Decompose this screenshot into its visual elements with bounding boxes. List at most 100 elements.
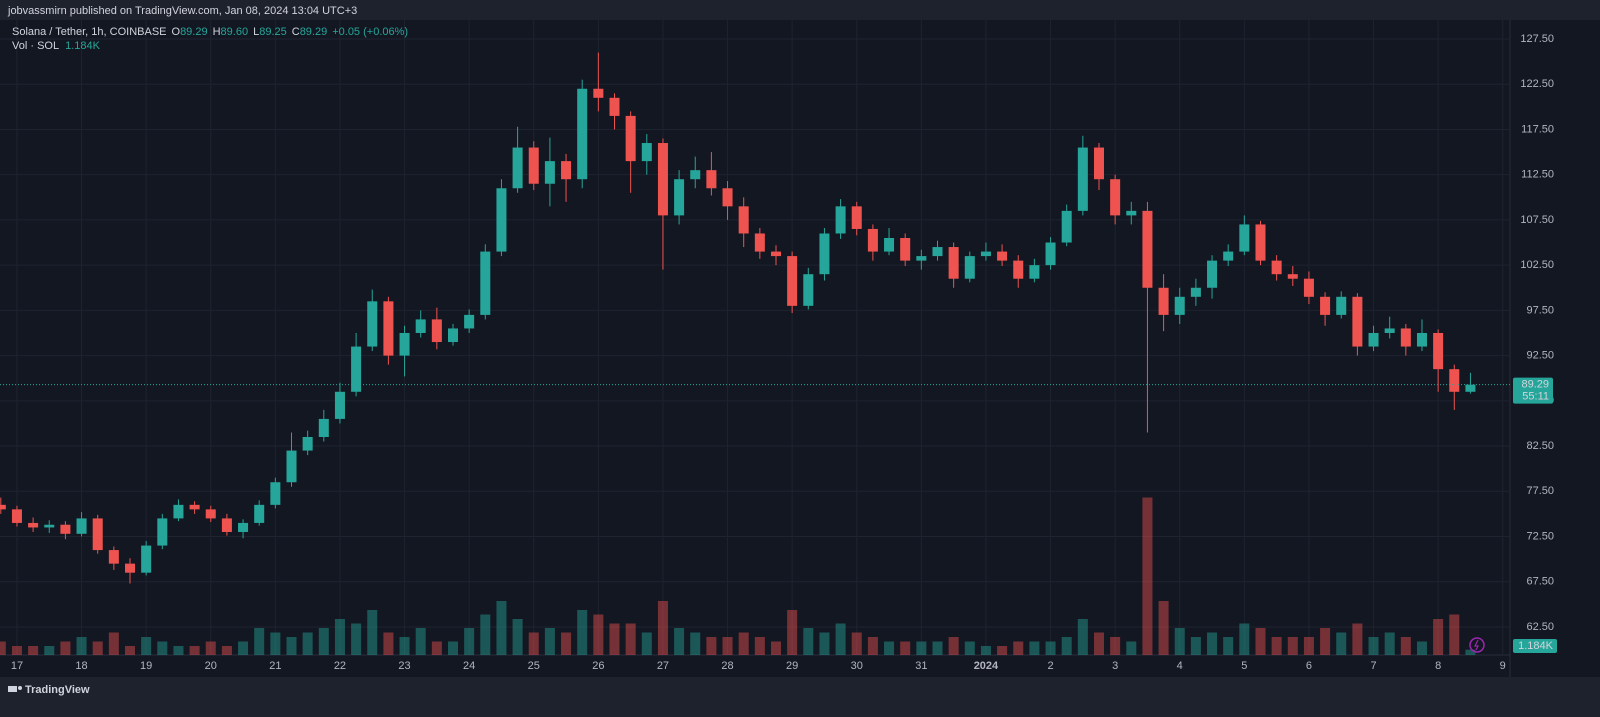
candle-body: [690, 170, 701, 180]
volume-bar: [1239, 623, 1250, 655]
candle-body: [0, 504, 6, 510]
volume-bar: [383, 632, 394, 655]
candle-body: [916, 256, 927, 261]
x-tick-label: 7: [1370, 660, 1376, 672]
volume-bar: [1352, 623, 1363, 655]
countdown-label: 55:11: [1522, 391, 1549, 403]
x-tick-label: 8: [1435, 660, 1441, 672]
volume-bar: [1223, 637, 1234, 655]
volume-bar: [367, 610, 378, 655]
volume-bar: [1416, 641, 1427, 655]
volume-bar: [722, 637, 733, 655]
volume-bar: [1093, 632, 1104, 655]
brand-name: TradingView: [25, 684, 90, 696]
candle-body: [1223, 251, 1234, 261]
publisher-line: jobvassmirn published on TradingView.com…: [7, 5, 357, 17]
candle-body: [447, 328, 459, 343]
candle-body: [1110, 179, 1121, 216]
volume-bar: [1207, 632, 1218, 655]
candle-body: [334, 391, 345, 419]
x-tick-label: 27: [657, 660, 669, 672]
candle-body: [528, 147, 539, 184]
volume-bar: [124, 646, 136, 655]
candle-body: [1384, 328, 1395, 333]
candle-body: [1029, 265, 1040, 279]
x-tick-label: 28: [721, 660, 733, 672]
candle-body: [221, 518, 232, 532]
ohlc-key: O: [172, 26, 181, 38]
volume-bar: [1368, 637, 1379, 655]
volume-bar: [399, 637, 410, 655]
volume-bar: [706, 637, 717, 655]
volume-bar: [60, 641, 71, 655]
candle-body: [44, 524, 55, 528]
candle-body: [1190, 287, 1201, 297]
candle-body: [124, 563, 136, 573]
candle-body: [238, 522, 249, 532]
volume-bar: [221, 646, 232, 655]
candle-body: [1303, 278, 1314, 297]
candle-body: [11, 509, 22, 523]
candle-body: [1320, 296, 1331, 315]
candle-body: [980, 251, 991, 257]
candle-body: [819, 233, 830, 275]
volume-bar: [286, 637, 297, 655]
top-bar: [0, 0, 1600, 20]
candle-body: [706, 170, 717, 189]
y-tick-label: 92.50: [1526, 350, 1554, 362]
candle-body: [1126, 210, 1137, 216]
volume-bar: [770, 641, 782, 655]
volume-bar: [334, 619, 345, 655]
candle-body: [383, 301, 394, 356]
y-tick-label: 62.50: [1526, 621, 1554, 633]
volume-bar: [108, 632, 119, 655]
candle-body: [1045, 242, 1056, 266]
volume-bar: [0, 641, 6, 655]
ohlc-value: 89.25: [259, 26, 287, 38]
candle-body: [787, 256, 798, 306]
candle-body: [867, 228, 878, 252]
volume-bar: [544, 628, 555, 655]
volume-badge: [1513, 639, 1557, 653]
candle-body: [1271, 260, 1282, 275]
volume-bar: [431, 641, 442, 655]
price-change: +0.05 (+0.06%): [332, 26, 408, 38]
volume-bar: [351, 623, 362, 655]
volume-bar: [1400, 637, 1411, 655]
candle-body: [108, 550, 119, 564]
candle-body: [141, 545, 152, 573]
volume-bar: [76, 637, 87, 655]
x-tick-label: 24: [463, 660, 475, 672]
candle-body: [561, 161, 572, 180]
candle-body: [464, 314, 475, 329]
volume-bar: [964, 641, 975, 655]
alert-icon[interactable]: [1469, 637, 1485, 653]
candle-body: [593, 88, 604, 98]
last-price-badge: [1513, 377, 1553, 404]
volume-badge-label: 1.184K: [1518, 640, 1554, 652]
candle-body: [964, 256, 975, 279]
x-tick-label: 4: [1177, 660, 1183, 672]
candle-body: [173, 504, 184, 519]
x-tick-label: 22: [334, 660, 346, 672]
candle-body: [1093, 147, 1104, 180]
candle-body: [270, 482, 281, 505]
candle-body: [1449, 369, 1460, 392]
y-tick-label: 77.50: [1526, 485, 1554, 497]
y-tick-label: 97.50: [1526, 304, 1554, 316]
volume-bar: [932, 641, 943, 655]
candle-body: [722, 188, 733, 207]
volume-bar: [980, 646, 991, 655]
candle-body: [770, 251, 782, 257]
volume-bar: [657, 601, 668, 655]
candle-body: [1142, 210, 1153, 288]
candle-body: [1255, 224, 1266, 261]
volume-bar: [1255, 628, 1266, 655]
x-tick-label: 18: [75, 660, 87, 672]
volume-bar: [803, 628, 814, 655]
alert-bolt: [1474, 639, 1479, 651]
volume-bar: [1320, 628, 1331, 655]
x-tick-label: 29: [786, 660, 798, 672]
volume-name: Vol · SOL: [12, 40, 59, 52]
